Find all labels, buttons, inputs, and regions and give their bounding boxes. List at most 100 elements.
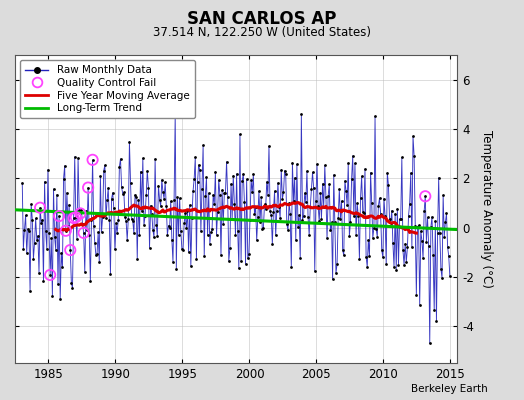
- Point: [121, 214, 129, 220]
- Point: [219, 221, 227, 227]
- Point: [299, 213, 308, 219]
- Point: [69, 215, 78, 221]
- Point: [192, 256, 201, 263]
- Point: [325, 181, 333, 187]
- Point: [409, 133, 417, 140]
- Point: [81, 268, 89, 275]
- Point: [130, 230, 138, 236]
- Point: [25, 228, 33, 235]
- Point: [122, 218, 130, 224]
- Point: [67, 280, 75, 286]
- Point: [296, 255, 304, 262]
- Point: [59, 176, 68, 182]
- Point: [370, 225, 378, 231]
- Point: [250, 211, 259, 217]
- Point: [364, 237, 373, 243]
- Point: [48, 293, 57, 300]
- Point: [57, 250, 66, 256]
- Point: [343, 202, 351, 209]
- Point: [280, 167, 289, 174]
- Point: [225, 258, 233, 264]
- Point: [115, 164, 124, 170]
- Point: [384, 182, 392, 188]
- Point: [290, 175, 299, 181]
- Point: [108, 190, 117, 196]
- Point: [353, 200, 362, 206]
- Point: [209, 192, 217, 198]
- Point: [165, 222, 173, 229]
- Point: [79, 221, 87, 228]
- Point: [233, 171, 241, 177]
- Point: [208, 226, 216, 232]
- Point: [53, 191, 61, 198]
- Point: [202, 174, 211, 180]
- Point: [269, 208, 278, 215]
- Point: [323, 235, 331, 241]
- Point: [432, 318, 441, 324]
- Point: [103, 197, 111, 203]
- Point: [178, 246, 186, 252]
- Point: [319, 180, 327, 187]
- Point: [313, 161, 321, 167]
- Point: [412, 292, 421, 298]
- Point: [86, 278, 94, 284]
- Point: [429, 252, 438, 258]
- Point: [345, 233, 354, 239]
- Point: [238, 178, 246, 184]
- Point: [181, 210, 190, 216]
- Point: [21, 212, 30, 219]
- Point: [305, 232, 313, 238]
- Point: [191, 154, 200, 160]
- Point: [356, 195, 365, 201]
- Point: [71, 154, 79, 160]
- Point: [200, 253, 209, 259]
- Point: [246, 216, 254, 223]
- Point: [311, 268, 319, 274]
- Point: [124, 216, 133, 222]
- Point: [168, 236, 176, 243]
- Point: [293, 161, 301, 167]
- Point: [381, 213, 389, 220]
- Point: [243, 176, 251, 182]
- Point: [264, 192, 272, 198]
- Point: [419, 255, 427, 262]
- Point: [162, 203, 170, 209]
- Point: [396, 216, 404, 222]
- Point: [161, 179, 169, 186]
- Point: [288, 160, 297, 166]
- Point: [401, 240, 409, 247]
- Point: [204, 190, 213, 196]
- Point: [256, 218, 264, 225]
- Point: [423, 214, 432, 220]
- Point: [227, 181, 235, 187]
- Point: [28, 216, 37, 223]
- Point: [440, 233, 449, 240]
- Point: [36, 204, 45, 211]
- Point: [350, 213, 358, 220]
- Point: [217, 252, 225, 258]
- Point: [85, 232, 93, 238]
- Point: [111, 246, 119, 253]
- Point: [213, 209, 222, 215]
- Point: [118, 190, 127, 197]
- Point: [352, 232, 361, 239]
- Point: [146, 202, 155, 209]
- Point: [289, 198, 298, 204]
- Point: [66, 247, 74, 253]
- Point: [73, 236, 81, 242]
- Point: [201, 192, 210, 199]
- Point: [347, 176, 356, 182]
- Point: [76, 210, 84, 217]
- Point: [198, 186, 206, 192]
- Point: [60, 162, 69, 169]
- Point: [123, 237, 132, 243]
- Point: [171, 111, 179, 117]
- Legend: Raw Monthly Data, Quality Control Fail, Five Year Moving Average, Long-Term Tren: Raw Monthly Data, Quality Control Fail, …: [20, 60, 194, 118]
- Point: [317, 216, 325, 222]
- Point: [163, 232, 171, 238]
- Point: [242, 261, 250, 267]
- Point: [151, 156, 159, 162]
- Point: [114, 217, 123, 223]
- Point: [199, 142, 208, 148]
- Point: [35, 269, 43, 276]
